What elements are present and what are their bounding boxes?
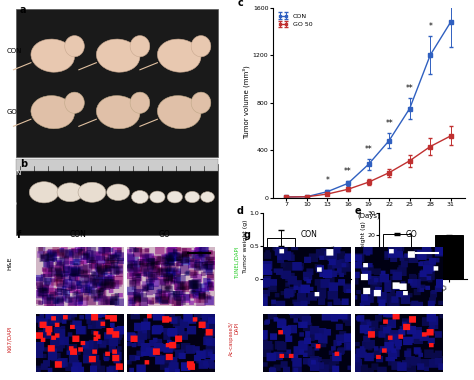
Text: GO: GO xyxy=(7,109,18,115)
Ellipse shape xyxy=(29,182,59,203)
Ellipse shape xyxy=(201,192,214,202)
Ellipse shape xyxy=(64,92,84,113)
Text: f: f xyxy=(17,230,21,239)
Legend: CON, GO 50: CON, GO 50 xyxy=(276,11,315,30)
Ellipse shape xyxy=(131,190,148,203)
Text: **: ** xyxy=(385,119,393,128)
Text: Ki67/DAPI: Ki67/DAPI xyxy=(7,326,12,352)
Ellipse shape xyxy=(150,191,165,203)
Text: g: g xyxy=(244,230,251,239)
Bar xyxy=(267,238,295,279)
Ellipse shape xyxy=(191,92,211,113)
Ellipse shape xyxy=(167,191,182,203)
Y-axis label: Tumor volume (mm³): Tumor volume (mm³) xyxy=(243,66,250,139)
Ellipse shape xyxy=(31,39,74,72)
Text: **: ** xyxy=(365,145,373,154)
X-axis label: (Days): (Days) xyxy=(357,212,380,219)
Ellipse shape xyxy=(31,96,74,129)
Text: Ac-caspase3/
DAPI: Ac-caspase3/ DAPI xyxy=(228,321,239,356)
Text: c: c xyxy=(238,0,244,8)
Bar xyxy=(16,164,219,235)
Ellipse shape xyxy=(96,39,140,72)
Text: **: ** xyxy=(406,84,413,93)
Text: a: a xyxy=(20,5,27,15)
Text: H&E: H&E xyxy=(7,256,12,270)
Text: d: d xyxy=(237,206,244,216)
Bar xyxy=(319,259,347,279)
Ellipse shape xyxy=(185,192,200,203)
Text: **: ** xyxy=(344,167,352,176)
Ellipse shape xyxy=(107,184,129,201)
Text: *: * xyxy=(326,176,329,185)
Text: CON: CON xyxy=(7,171,22,176)
Ellipse shape xyxy=(191,36,211,57)
Bar xyxy=(16,159,219,171)
Y-axis label: Body weight (g): Body weight (g) xyxy=(361,221,366,271)
Text: *: * xyxy=(428,22,432,32)
Text: GO: GO xyxy=(7,201,18,207)
Text: CON: CON xyxy=(301,230,318,239)
Text: CON: CON xyxy=(7,48,22,54)
Text: *: * xyxy=(330,246,335,255)
Text: CON: CON xyxy=(69,230,86,239)
Bar xyxy=(435,235,463,279)
Ellipse shape xyxy=(57,183,83,202)
Ellipse shape xyxy=(157,96,201,129)
Bar xyxy=(16,8,219,157)
Text: b: b xyxy=(20,159,27,169)
Ellipse shape xyxy=(78,182,106,202)
Ellipse shape xyxy=(130,36,150,57)
Text: e: e xyxy=(355,206,361,216)
Text: GO: GO xyxy=(405,230,417,239)
Text: GO: GO xyxy=(159,230,171,239)
Ellipse shape xyxy=(130,92,150,113)
Text: TUNEL/DAPI: TUNEL/DAPI xyxy=(235,247,239,279)
Ellipse shape xyxy=(96,96,140,129)
Bar xyxy=(383,234,411,279)
Y-axis label: Tumor weight (g): Tumor weight (g) xyxy=(243,219,248,273)
Ellipse shape xyxy=(157,39,201,72)
Ellipse shape xyxy=(64,36,84,57)
